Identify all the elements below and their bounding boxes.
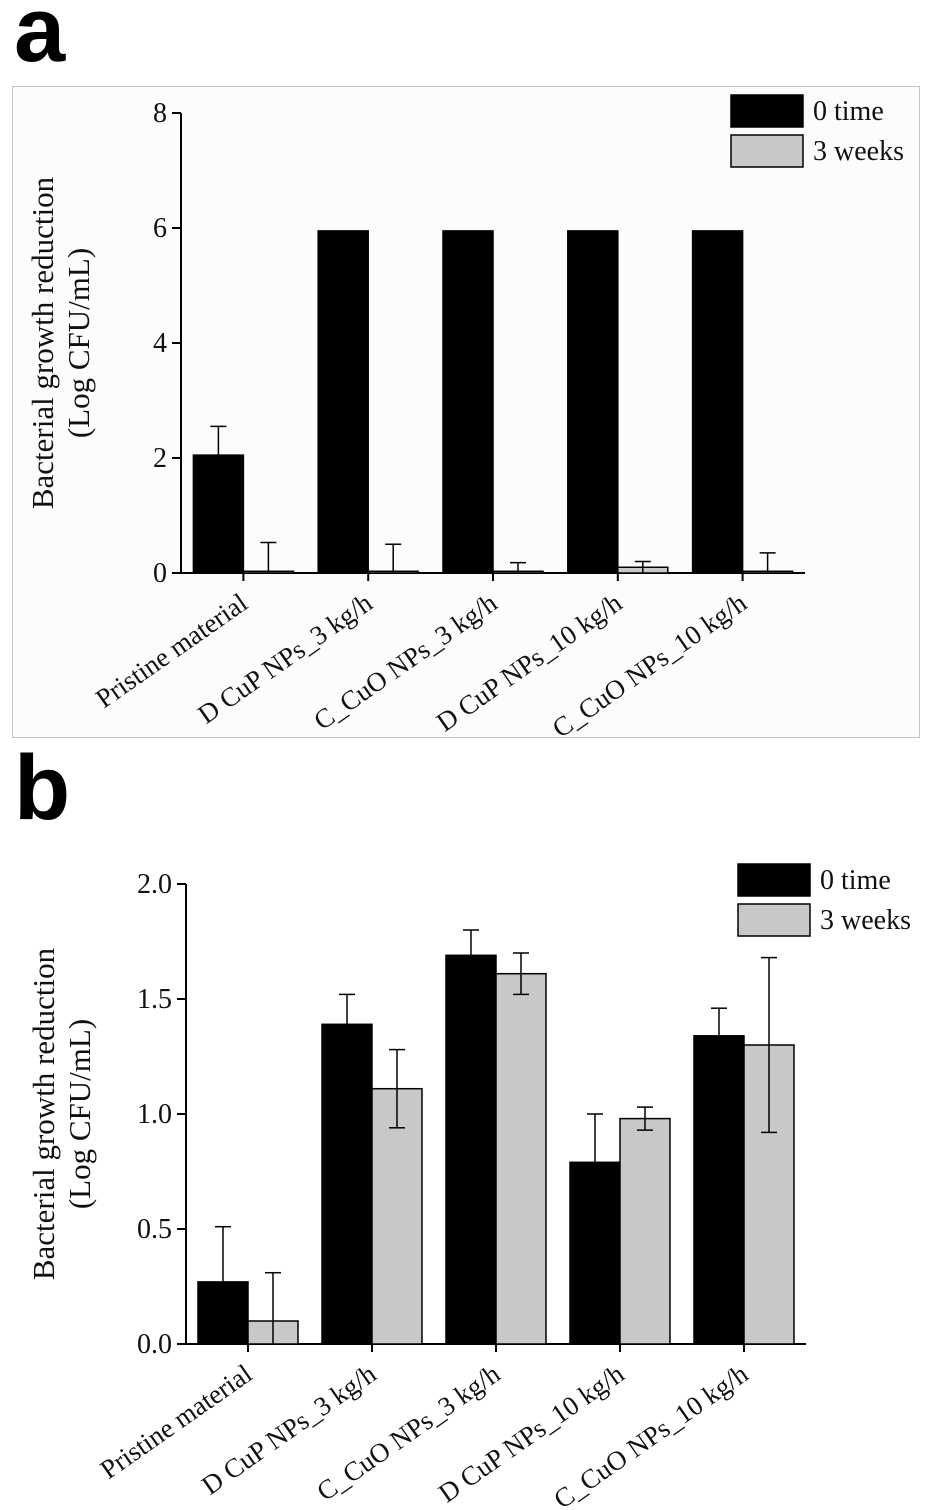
- y-tick-label: 1.5: [137, 984, 172, 1015]
- legend-label: 3 weeks: [820, 905, 911, 936]
- y-tick-label: 2: [153, 443, 167, 474]
- y-tick-label: 2.0: [137, 869, 172, 900]
- panel-a-label: a: [14, 0, 66, 81]
- legend-swatch-0-time: [730, 94, 804, 128]
- legend-swatch-3-weeks: [737, 903, 811, 937]
- bar-3-weeks-2: [495, 972, 547, 1345]
- y-axis-title-line-1: Bacterial growth reduction: [26, 947, 61, 1280]
- y-axis-title-line-2: (Log CFU/mL): [61, 248, 96, 438]
- bar-0-time-4: [693, 1035, 745, 1345]
- y-tick-label: 8: [153, 98, 167, 129]
- bar-0-time-2: [442, 230, 494, 574]
- y-tick-label: 0: [153, 558, 167, 589]
- bar-0-time-1: [321, 1023, 373, 1345]
- bar-0-time-4: [691, 230, 744, 574]
- legend-label: 0 time: [820, 865, 891, 896]
- bar-0-time-1: [317, 230, 369, 574]
- bar-3-weeks-1: [371, 1087, 423, 1345]
- y-axis-title-line-2: (Log CFU/mL): [62, 1019, 97, 1209]
- legend-swatch-3-weeks: [730, 134, 804, 168]
- y-tick-label: 0.5: [137, 1214, 172, 1245]
- panel-a-chart: 0 2 4 6 8 Pristine material D CuP NPs_3 kg/h C_…: [12, 86, 920, 738]
- panel-b-chart: 0.0 0.5 1.0 1.5 2.0 Pristine material D CuP NP…: [0, 852, 935, 1510]
- y-axis-title-line-1: Bacterial growth reduction: [25, 176, 60, 509]
- legend-label: 3 weeks: [813, 136, 904, 167]
- y-tick-label: 6: [153, 213, 167, 244]
- panel-b-label: b: [14, 737, 71, 839]
- legend-label: 0 time: [813, 96, 884, 127]
- bar-0-time-2: [445, 954, 497, 1345]
- bar-3-weeks-3: [619, 1117, 671, 1345]
- y-tick-label: 0.0: [137, 1329, 172, 1360]
- bar-0-time-3: [567, 230, 619, 574]
- y-tick-label: 4: [153, 328, 167, 359]
- legend-swatch-0-time: [737, 863, 811, 897]
- y-tick-label: 1.0: [137, 1099, 172, 1130]
